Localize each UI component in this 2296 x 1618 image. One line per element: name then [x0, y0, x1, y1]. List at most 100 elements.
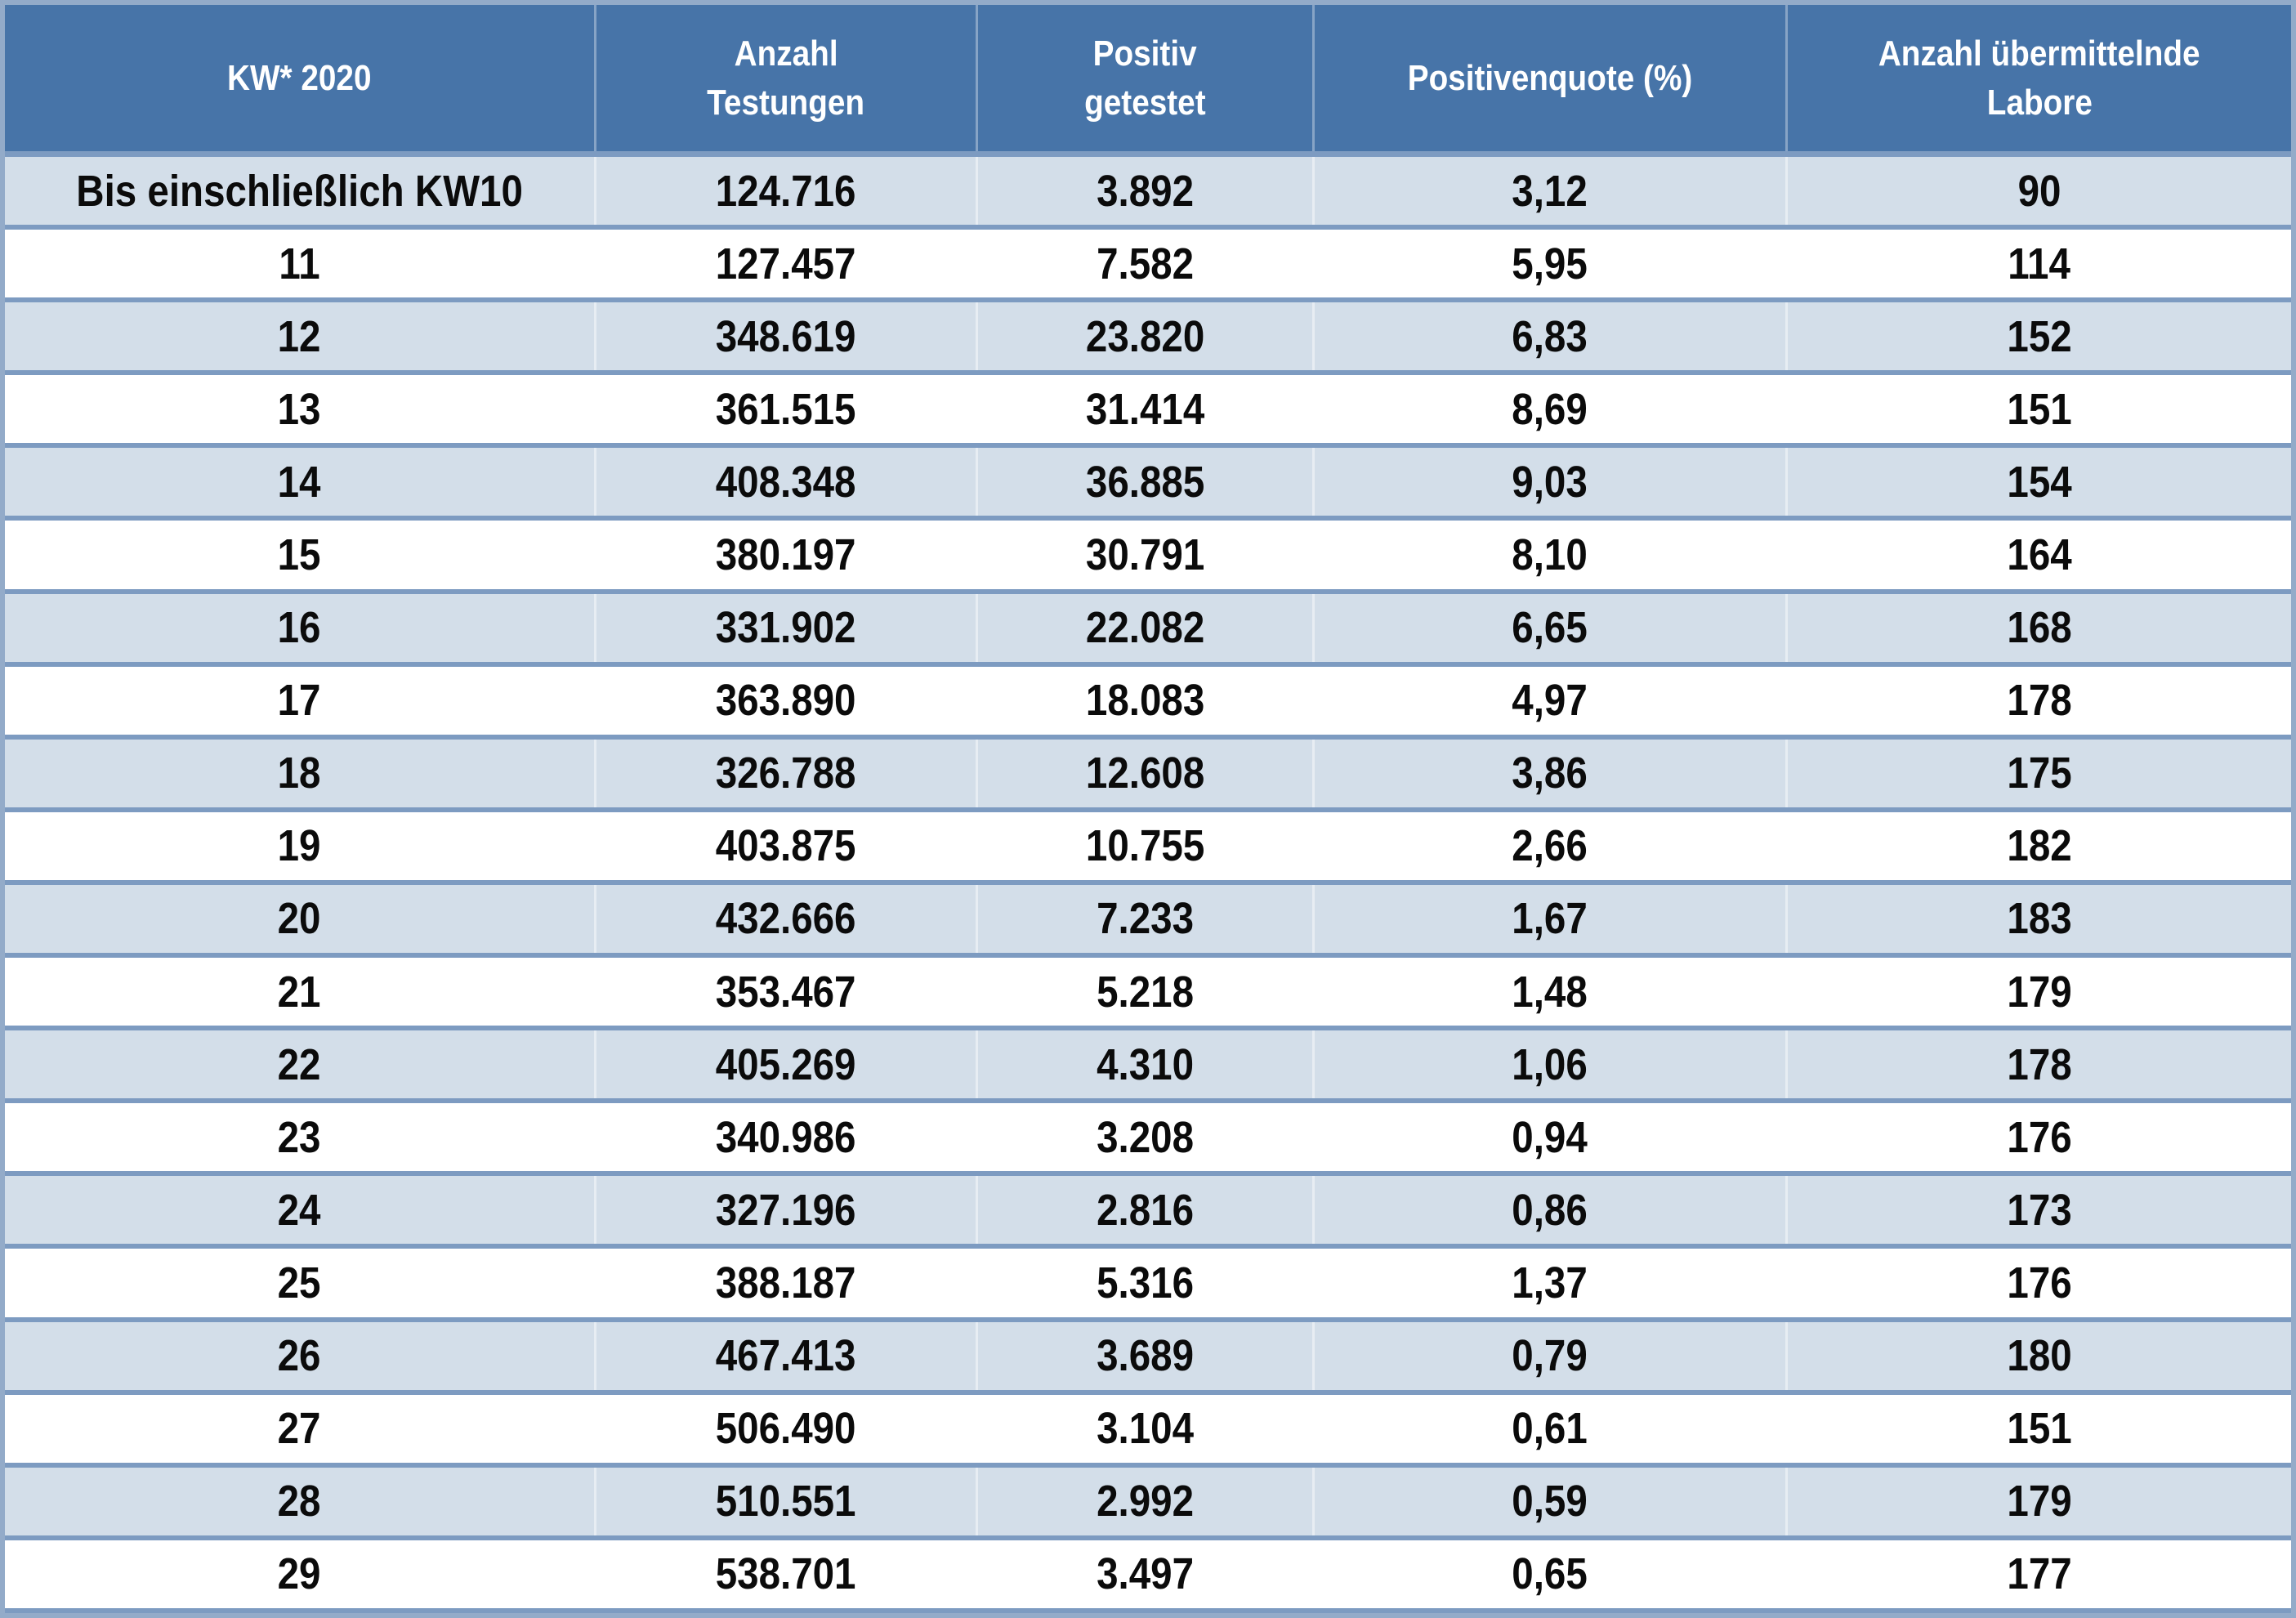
column-header-label: Labore	[1986, 82, 2093, 123]
cell-value: 177	[2007, 1549, 2072, 1599]
cell-testungen: 331.902	[594, 593, 976, 662]
cell-quote: 0,59	[1312, 1467, 1785, 1535]
column-header-label: getestet	[1084, 82, 1206, 123]
cell-value: 0,61	[1512, 1404, 1588, 1454]
cell-value: 10.755	[1085, 821, 1205, 871]
cell-value: 24	[278, 1185, 321, 1235]
cell-value: 14	[278, 457, 321, 507]
cell-kw: 14	[5, 448, 594, 516]
cell-value: 3.892	[1097, 166, 1194, 216]
cell-value: 23	[278, 1112, 321, 1162]
cell-value: 30.791	[1085, 530, 1205, 580]
cell-value: 3,12	[1512, 166, 1588, 216]
cell-value: 432.666	[716, 894, 856, 944]
cell-quote: 9,03	[1312, 448, 1785, 516]
cell-quote: 0,79	[1312, 1321, 1785, 1390]
cell-positiv: 10.755	[976, 811, 1312, 880]
cell-labore: 164	[1785, 521, 2291, 589]
table-row: 12 348.619 23.820 6,83 152	[5, 302, 2291, 376]
cell-value: 8,10	[1512, 530, 1588, 580]
cell-kw: 24	[5, 1176, 594, 1244]
cell-value: 5,95	[1512, 239, 1588, 288]
cell-testungen: 353.467	[594, 958, 976, 1026]
cell-positiv: 12.608	[976, 739, 1312, 807]
cell-value: 18.083	[1085, 676, 1205, 726]
cell-value: 1,67	[1512, 894, 1588, 944]
column-header-quote: Positivenquote (%)	[1312, 5, 1785, 151]
cell-kw: 21	[5, 958, 594, 1026]
cell-kw: 11	[5, 230, 594, 297]
table-row: 17 363.890 18.083 4,97 178	[5, 666, 2291, 740]
cell-positiv: 2.992	[976, 1467, 1312, 1535]
cell-value: 388.187	[716, 1258, 856, 1307]
cell-positiv: 7.233	[976, 884, 1312, 954]
table-row: 26 467.413 3.689 0,79 180	[5, 1321, 2291, 1395]
cell-positiv: 3.104	[976, 1394, 1312, 1463]
cell-testungen: 327.196	[594, 1176, 976, 1245]
cell-value: 22	[278, 1039, 321, 1089]
cell-quote: 1,67	[1312, 884, 1785, 954]
cell-labore: 151	[1785, 1394, 2291, 1463]
cell-value: 3.208	[1097, 1112, 1194, 1162]
cell-value: 11	[279, 239, 320, 288]
cell-testungen: 361.515	[594, 375, 976, 444]
cell-positiv: 36.885	[976, 448, 1312, 516]
table-row: 24 327.196 2.816 0,86 173	[5, 1176, 2291, 1249]
cell-value: 0,79	[1512, 1331, 1588, 1381]
cell-value: 12	[278, 311, 321, 361]
cell-testungen: 403.875	[594, 811, 976, 880]
cell-value: 178	[2007, 1039, 2072, 1089]
cell-kw: 15	[5, 521, 594, 588]
cell-value: 168	[2007, 603, 2072, 653]
cell-value: 2,66	[1512, 821, 1588, 871]
cell-positiv: 18.083	[976, 666, 1312, 735]
cell-value: 0,86	[1512, 1185, 1588, 1235]
cell-value: 405.269	[716, 1039, 856, 1089]
cell-kw: 16	[5, 594, 594, 662]
cell-positiv: 7.582	[976, 230, 1312, 298]
cell-value: 506.490	[716, 1404, 856, 1454]
cell-labore: 179	[1785, 1467, 2291, 1535]
table-body: Bis einschließlich KW10 124.716 3.892 3,12 9…	[5, 157, 2291, 1613]
cell-value: 327.196	[716, 1185, 856, 1235]
cell-kw: 17	[5, 667, 594, 735]
cell-value: 363.890	[716, 676, 856, 726]
cell-positiv: 4.310	[976, 1030, 1312, 1099]
cell-quote: 0,86	[1312, 1176, 1785, 1245]
cell-value: 179	[2007, 1477, 2072, 1526]
cell-value: 15	[278, 530, 321, 580]
cell-testungen: 124.716	[594, 157, 976, 226]
cell-value: 467.413	[716, 1331, 856, 1381]
cell-testungen: 405.269	[594, 1030, 976, 1099]
cell-value: 353.467	[716, 967, 856, 1017]
cell-value: 29	[278, 1549, 321, 1599]
cell-labore: 183	[1785, 884, 2291, 954]
cell-value: 331.902	[716, 603, 856, 653]
table-row: 13 361.515 31.414 8,69 151	[5, 375, 2291, 449]
cell-value: 173	[2007, 1185, 2072, 1235]
cell-testungen: 538.701	[594, 1540, 976, 1608]
cell-value: 154	[2007, 457, 2072, 507]
cell-value: 3.497	[1097, 1549, 1194, 1599]
cell-kw: 20	[5, 885, 594, 953]
cell-quote: 6,65	[1312, 593, 1785, 662]
cell-quote: 6,83	[1312, 302, 1785, 371]
cell-value: 5.316	[1097, 1258, 1194, 1307]
cell-quote: 3,12	[1312, 157, 1785, 226]
cell-quote: 2,66	[1312, 811, 1785, 880]
cell-labore: 152	[1785, 302, 2291, 371]
cell-value: 2.992	[1097, 1477, 1194, 1526]
cell-positiv: 5.316	[976, 1249, 1312, 1317]
cell-value: 0,94	[1512, 1112, 1588, 1162]
cell-value: 348.619	[716, 311, 856, 361]
table-row: 23 340.986 3.208 0,94 176	[5, 1103, 2291, 1177]
cell-kw: 13	[5, 375, 594, 443]
cell-value: 326.788	[716, 749, 856, 798]
cell-value: 4,97	[1512, 676, 1588, 726]
cell-value: 0,65	[1512, 1549, 1588, 1599]
cell-positiv: 31.414	[976, 375, 1312, 444]
cell-kw: 22	[5, 1030, 594, 1098]
cell-labore: 178	[1785, 1030, 2291, 1099]
cell-quote: 1,37	[1312, 1249, 1785, 1317]
